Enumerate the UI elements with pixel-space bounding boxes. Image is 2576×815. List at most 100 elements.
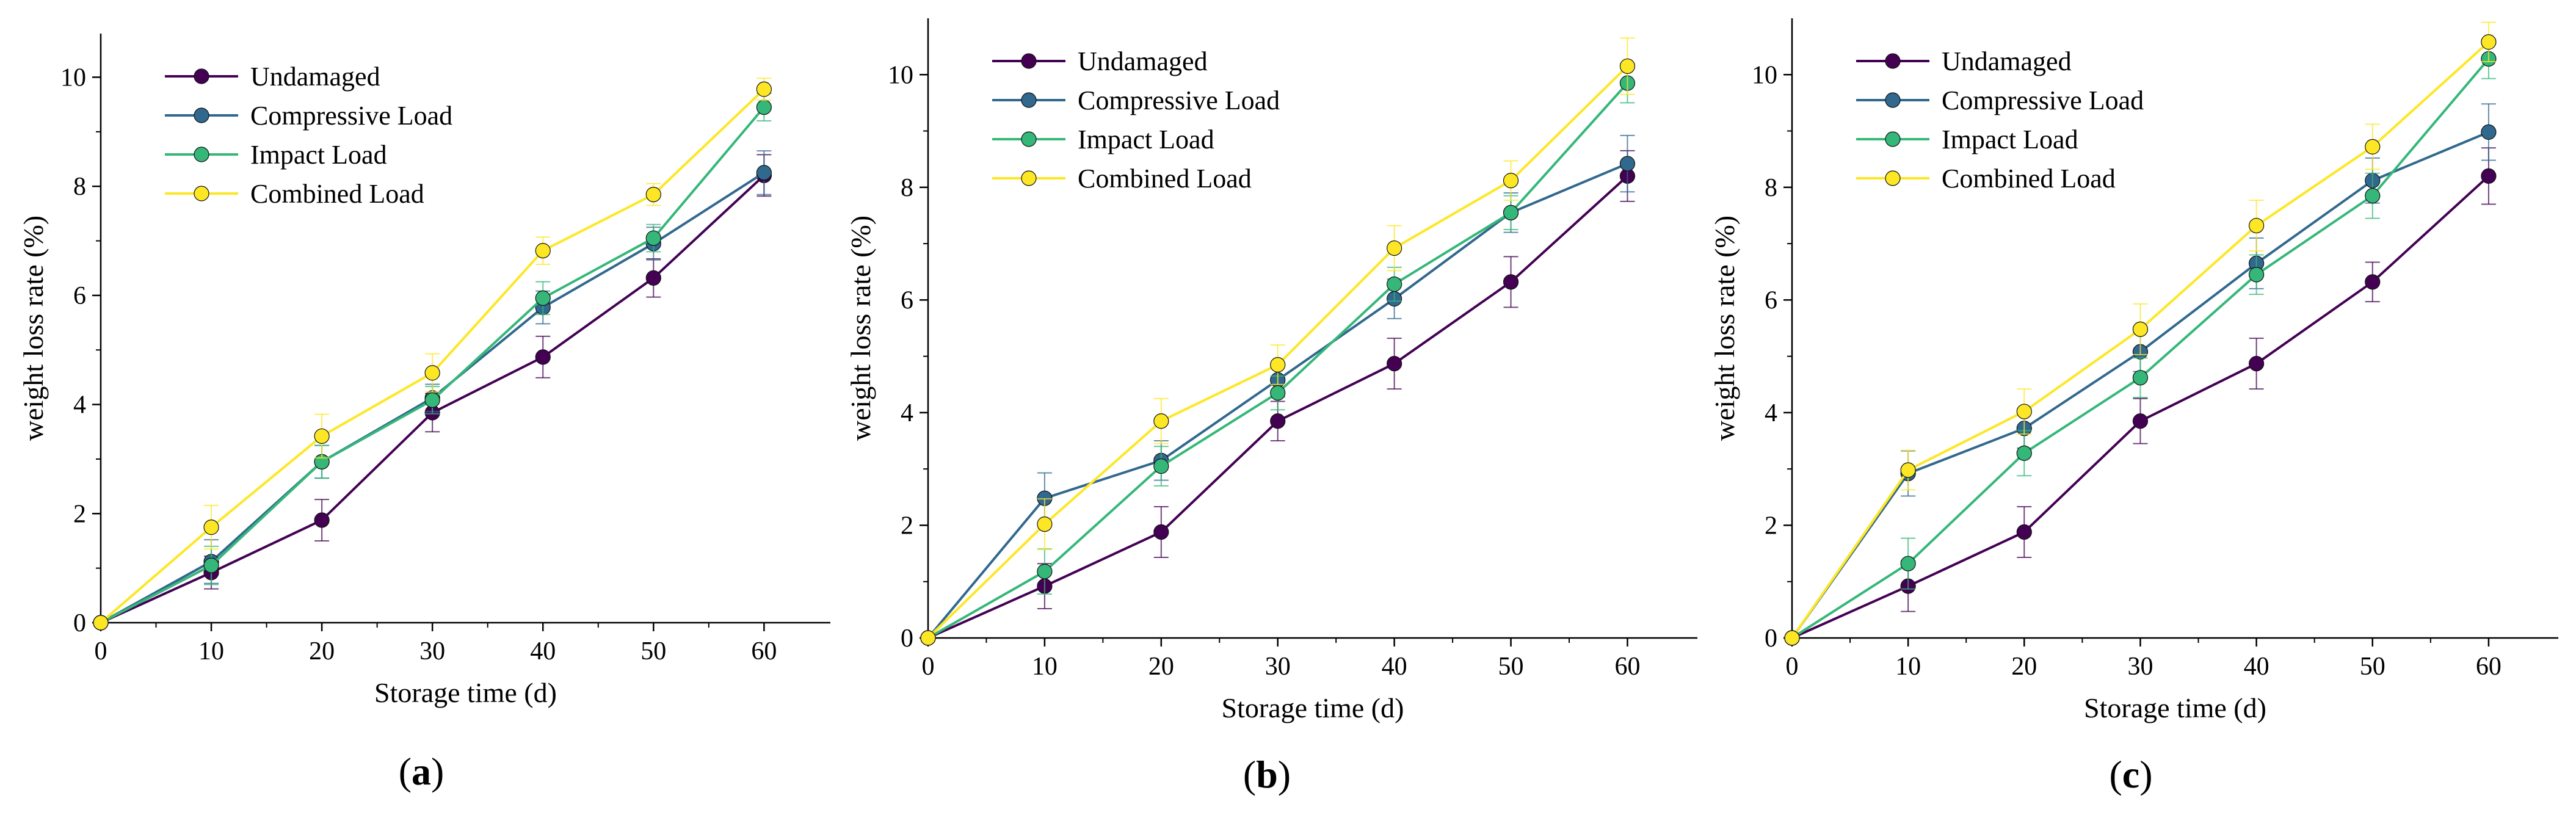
legend-marker: [1021, 170, 1037, 186]
x-axis-title: Storage time (d): [1222, 692, 1404, 723]
x-axis-title: Storage time (d): [374, 677, 557, 708]
data-point: [756, 100, 772, 115]
data-point: [1153, 458, 1169, 474]
panel-label-open-paren: (: [2109, 753, 2122, 796]
x-tick-label: 50: [640, 637, 666, 665]
x-tick-label: 60: [1614, 653, 1640, 681]
y-tick-label: 2: [73, 500, 86, 528]
x-tick-label: 60: [2476, 653, 2502, 681]
y-tick-label: 6: [1765, 286, 1777, 314]
data-point: [2249, 356, 2265, 372]
series-combined-load: [1784, 21, 2497, 646]
data-point: [645, 270, 661, 286]
x-tick-label: 10: [1895, 653, 1921, 681]
data-point: [1387, 276, 1402, 292]
data-point: [756, 81, 772, 97]
y-tick-label: 6: [901, 286, 913, 314]
legend-label: Compressive Load: [1078, 85, 1280, 115]
data-point: [645, 186, 661, 203]
legend-marker: [194, 68, 209, 84]
data-point: [1619, 156, 1636, 172]
x-tick-label: 60: [751, 637, 777, 665]
legend-marker: [1021, 131, 1037, 147]
data-point: [1619, 58, 1636, 74]
x-tick-label: 30: [1265, 653, 1291, 681]
y-tick-label: 0: [73, 609, 86, 637]
legend-label: Undamaged: [250, 62, 380, 92]
legend-marker: [194, 147, 209, 162]
data-point: [2481, 124, 2497, 140]
data-point: [1503, 173, 1519, 189]
y-axis-title: weight loss rate (%): [1709, 216, 1740, 441]
chart-panel-a: 0 10 20 30 40 50 60 0 2 4 6 8 10 Storage time (d) weig…: [18, 34, 830, 793]
x-tick-label: 40: [2244, 653, 2269, 681]
data-point: [2132, 370, 2149, 386]
y-tick-label: 10: [60, 63, 86, 92]
y-tick-label: 10: [1752, 61, 1777, 89]
x-tick-label: 0: [95, 637, 107, 665]
data-point: [93, 615, 109, 631]
data-point: [1503, 205, 1519, 220]
data-point: [1387, 240, 1402, 256]
y-tick-label: 8: [1765, 174, 1777, 202]
series-combined-load: [93, 78, 772, 631]
data-point: [424, 365, 440, 381]
panel-label-open-paren: (: [1243, 753, 1256, 796]
legend-marker: [1885, 170, 1901, 186]
chart-panel-c: 0 10 20 30 40 50 60 0 2 4 6 8 10 Storage time (d) weig…: [1709, 18, 2558, 796]
data-point: [920, 630, 936, 646]
x-tick-label: 50: [2360, 653, 2386, 681]
y-tick-label: 6: [73, 282, 86, 310]
y-tick-label: 0: [1765, 625, 1777, 653]
legend-label: Combined Load: [1942, 164, 2116, 194]
data-point: [1153, 413, 1169, 429]
series-impact-load: [1784, 38, 2497, 646]
data-point: [2016, 445, 2032, 461]
x-tick-label: 20: [309, 637, 335, 665]
series-impact-load: [93, 93, 772, 631]
x-tick-label: 40: [530, 637, 556, 665]
data-point: [314, 512, 330, 528]
panel-label: (c): [2109, 753, 2152, 796]
legend-label: Impact Load: [250, 140, 387, 170]
legend-label: Impact Load: [1078, 125, 1214, 154]
data-point: [2365, 274, 2381, 290]
panel-label-close-paren: ): [2139, 753, 2152, 796]
data-point: [1784, 630, 1800, 646]
y-axis-title: weight loss rate (%): [845, 216, 876, 441]
y-tick-label: 2: [1765, 512, 1777, 540]
legend-marker: [1885, 131, 1901, 147]
data-point: [2132, 413, 2149, 429]
x-tick-label: 0: [1786, 653, 1799, 681]
data-point: [1153, 524, 1169, 540]
series-combined-load: [920, 37, 1636, 646]
y-tick-label: 4: [901, 399, 913, 427]
legend-marker: [1885, 53, 1901, 69]
x-tick-label: 20: [1148, 653, 1174, 681]
x-tick-label: 30: [2127, 653, 2153, 681]
data-point: [2365, 188, 2381, 204]
data-point: [535, 290, 551, 306]
data-point: [1503, 274, 1519, 290]
legend-marker: [1021, 92, 1037, 108]
y-tick-label: 2: [901, 512, 913, 540]
panel-label: (a): [399, 750, 444, 793]
x-tick-label: 40: [1382, 653, 1407, 681]
legend-label: Impact Load: [1942, 125, 2078, 154]
y-tick-label: 8: [73, 173, 86, 201]
legend-label: Compressive Load: [1942, 85, 2144, 115]
legend: Undamaged Compressive Load Impact Load Comb…: [165, 62, 452, 209]
legend-label: Compressive Load: [250, 101, 452, 131]
data-point: [756, 165, 772, 181]
data-point: [203, 520, 219, 535]
panel-label-letter: c: [2122, 753, 2139, 796]
legend-marker: [1021, 53, 1037, 69]
data-point: [1900, 462, 1916, 478]
data-point: [1270, 385, 1286, 401]
data-point: [2481, 34, 2497, 50]
legend-label: Combined Load: [1078, 164, 1252, 194]
data-point: [645, 230, 661, 246]
y-tick-label: 8: [901, 174, 913, 202]
data-point: [314, 428, 330, 444]
x-tick-label: 20: [2011, 653, 2037, 681]
